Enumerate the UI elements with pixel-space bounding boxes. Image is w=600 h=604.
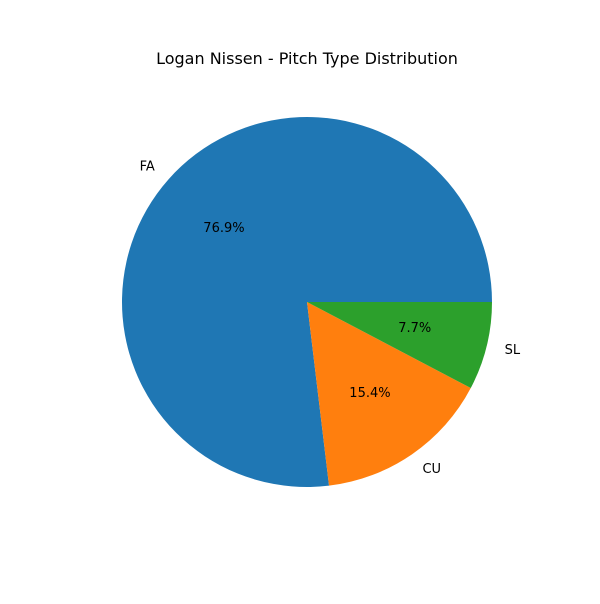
slice-label-fa: FA xyxy=(140,159,155,174)
pie-slices xyxy=(122,117,492,487)
slice-label-cu: CU xyxy=(422,462,441,477)
slice-label-sl: SL xyxy=(505,343,521,358)
percent-label-cu: 15.4% xyxy=(349,386,390,401)
pie-slice-cu xyxy=(307,302,471,486)
percent-label-fa: 76.9% xyxy=(203,221,244,236)
pie-slice-sl xyxy=(307,302,492,389)
pie-labels: FA 76.9% CU 15.4% SL 7.7% xyxy=(140,159,521,477)
chart-title: Logan Nissen - Pitch Type Distribution xyxy=(156,49,458,68)
percent-label-sl: 7.7% xyxy=(398,321,431,336)
